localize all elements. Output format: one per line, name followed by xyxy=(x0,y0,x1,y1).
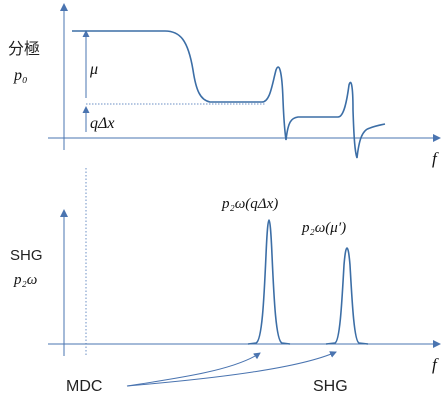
mdc-arrow xyxy=(126,352,261,387)
bottom-xlabel: f xyxy=(432,355,439,374)
top-ylabel-line1: 分極 xyxy=(8,40,40,58)
shg-peak-qdx xyxy=(247,219,291,345)
polarization-curve xyxy=(72,30,386,159)
shg-label: SHG xyxy=(313,378,348,395)
bottom-panel: SHG p₂ω p₂ω(qΔx) p₂ω(μ′) f xyxy=(10,196,441,374)
peak2-label: p₂ω(μ′) xyxy=(301,220,346,236)
peak1-label: p₂ω(qΔx) xyxy=(221,196,278,212)
shg-arrow xyxy=(126,351,337,387)
mdc-label: MDC xyxy=(66,378,102,395)
bottom-ylabel-line2: p₂ω xyxy=(13,272,37,288)
top-ylabel-line2: p₀ xyxy=(13,67,28,84)
annotations: MDC SHG xyxy=(66,351,348,395)
top-xlabel: f xyxy=(432,149,439,168)
shg-peak-mu xyxy=(325,247,369,345)
top-panel: 分極 p₀ μ qΔx f xyxy=(8,3,441,168)
mu-label: μ xyxy=(89,61,98,78)
qdx-label: qΔx xyxy=(90,115,115,132)
bottom-ylabel-line1: SHG xyxy=(10,247,43,264)
